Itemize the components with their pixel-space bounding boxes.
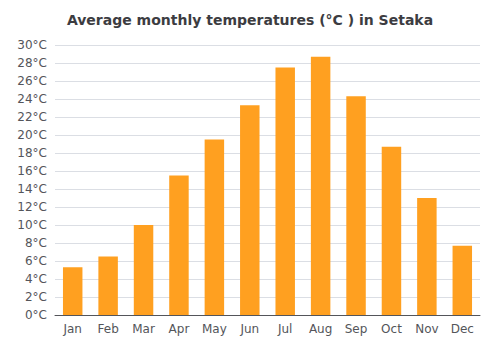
svg-text:12°C: 12°C bbox=[17, 200, 47, 214]
svg-text:30°C: 30°C bbox=[17, 38, 47, 52]
svg-text:22°C: 22°C bbox=[17, 110, 47, 124]
svg-text:0°C: 0°C bbox=[25, 308, 47, 322]
svg-text:26°C: 26°C bbox=[17, 74, 47, 88]
svg-text:Nov: Nov bbox=[415, 322, 438, 336]
svg-text:May: May bbox=[202, 322, 227, 336]
svg-text:Average monthly temperatures (: Average monthly temperatures (°C ) in Se… bbox=[67, 12, 433, 28]
svg-text:2°C: 2°C bbox=[25, 290, 47, 304]
svg-text:8°C: 8°C bbox=[25, 236, 47, 250]
svg-text:Apr: Apr bbox=[169, 322, 190, 336]
svg-text:Jan: Jan bbox=[62, 322, 82, 336]
svg-text:Jun: Jun bbox=[239, 322, 259, 336]
svg-text:24°C: 24°C bbox=[17, 92, 47, 106]
svg-text:16°C: 16°C bbox=[17, 164, 47, 178]
svg-text:28°C: 28°C bbox=[17, 56, 47, 70]
svg-text:Jul: Jul bbox=[277, 322, 292, 336]
svg-text:Aug: Aug bbox=[309, 322, 332, 336]
svg-text:Mar: Mar bbox=[132, 322, 155, 336]
svg-text:4°C: 4°C bbox=[25, 272, 47, 286]
svg-text:14°C: 14°C bbox=[17, 182, 47, 196]
svg-text:6°C: 6°C bbox=[25, 254, 47, 268]
svg-text:20°C: 20°C bbox=[17, 128, 47, 142]
svg-text:Sep: Sep bbox=[345, 322, 368, 336]
svg-text:10°C: 10°C bbox=[17, 218, 47, 232]
svg-text:Feb: Feb bbox=[98, 322, 119, 336]
svg-text:Oct: Oct bbox=[381, 322, 402, 336]
svg-text:Dec: Dec bbox=[451, 322, 474, 336]
svg-text:18°C: 18°C bbox=[17, 146, 47, 160]
